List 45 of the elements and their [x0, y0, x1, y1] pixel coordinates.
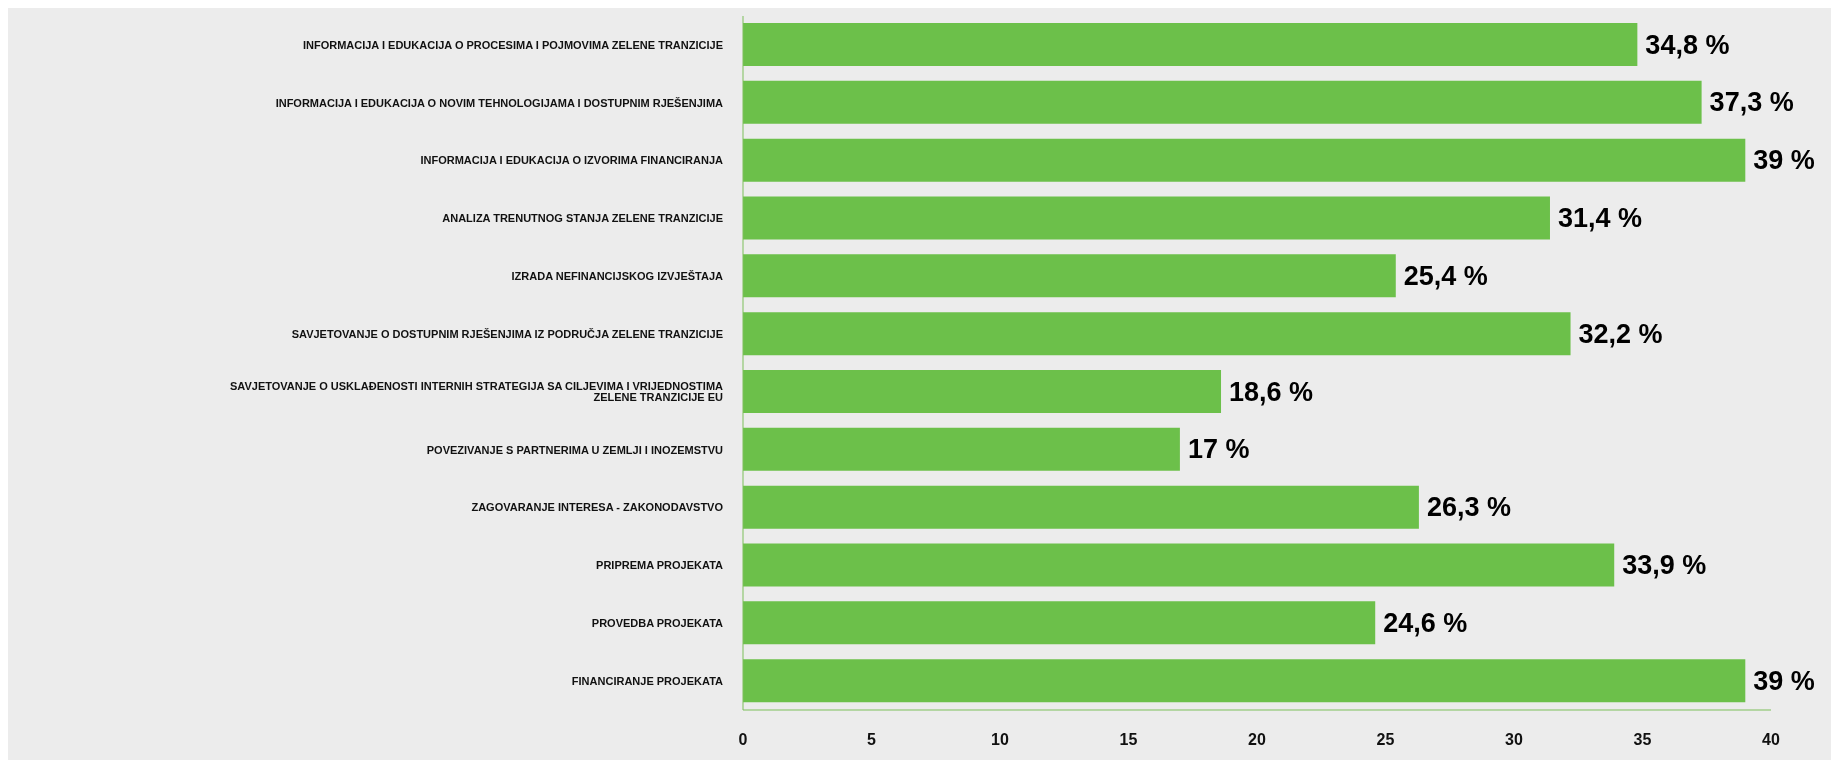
y-tick-label: POVEZIVANJE S PARTNERIMA U ZEMLJI I INOZEMSTVU: [426, 443, 724, 456]
data-label: 33,9 %: [1622, 550, 1707, 580]
x-tick-label: 10: [991, 731, 1009, 749]
x-tick-label: 20: [1248, 731, 1266, 749]
bar: [743, 485, 1419, 529]
x-tick-label: 25: [1376, 731, 1395, 749]
data-label: 34,8 %: [1645, 29, 1730, 60]
bar: [743, 601, 1376, 645]
y-tick-label: FINANCIRANJE PROJEKATA: [571, 674, 724, 687]
y-tick-label: INFORMACIJA I EDUKACIJA O NOVIM TEHNOLOGIJAMA I DOSTUPNIM RJEŠENJIMA: [275, 96, 724, 109]
data-label: 25,4 %: [1403, 260, 1488, 291]
y-tick-label: SAVJETOVANJE O USKLAĐENOSTI INTERNIH STRATEGIJA SA CILJEVIMA I VRIJEDNOSTIMA ZELENE TRANZICIJE EU: [229, 380, 724, 404]
data-label: 17 %: [1187, 434, 1250, 465]
y-tick-label: ANALIZA TRENUTNOG STANJA ZELENE TRANZICIJE: [442, 212, 723, 225]
data-label: 31,4 %: [1557, 203, 1643, 233]
x-tick-label: 0: [738, 731, 748, 749]
y-tick-label: ZAGOVARANJE INTERESA - ZAKONODAVSTVO: [471, 501, 724, 514]
x-tick-label: 40: [1762, 731, 1780, 749]
x-tick-label: 30: [1505, 731, 1523, 749]
y-tick-label: SAVJETOVANJE O DOSTUPNIM RJEŠENJIMA IZ PODRUČJA ZELENE TRANZICIJE: [291, 327, 723, 340]
y-tick-label: INFORMACIJA I EDUKACIJA O IZVORIMA FINANCIRANJA: [420, 154, 724, 167]
bar: [743, 80, 1702, 124]
y-tick-label: PROVEDBA PROJEKATA: [591, 617, 724, 630]
bar: [743, 254, 1396, 298]
y-tick-label: IZRADA NEFINANCIJSKOG IZVJEŠTAJA: [511, 270, 724, 283]
bar: [743, 196, 1550, 240]
bar: [743, 543, 1615, 587]
bar: [743, 370, 1222, 413]
x-tick-label: 5: [867, 731, 877, 749]
bar: [743, 312, 1571, 356]
data-label: 32,2 %: [1578, 318, 1663, 349]
data-label: 24,6 %: [1383, 607, 1468, 638]
x-tick-label: 15: [1119, 731, 1138, 749]
bar: [743, 659, 1746, 703]
data-label: 18,6 %: [1229, 376, 1314, 407]
bar: [743, 138, 1746, 182]
data-label: 26,3 %: [1426, 492, 1511, 523]
bar: [743, 23, 1638, 66]
data-label: 37,3 %: [1709, 87, 1794, 118]
y-tick-label: PRIPREMA PROJEKATA: [596, 559, 724, 572]
x-tick-label: 35: [1633, 731, 1652, 749]
data-label: 39 %: [1753, 145, 1815, 176]
bar: [743, 427, 1180, 471]
data-label: 39 %: [1753, 665, 1815, 696]
y-tick-label: INFORMACIJA I EDUKACIJA O PROCESIMA I POJMOVIMA ZELENE TRANZICIJE: [302, 38, 723, 51]
